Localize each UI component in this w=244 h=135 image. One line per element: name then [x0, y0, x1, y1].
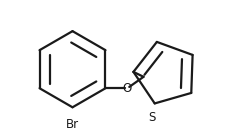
Text: Br: Br	[66, 118, 79, 131]
Text: O: O	[122, 82, 132, 95]
Text: S: S	[149, 111, 156, 124]
